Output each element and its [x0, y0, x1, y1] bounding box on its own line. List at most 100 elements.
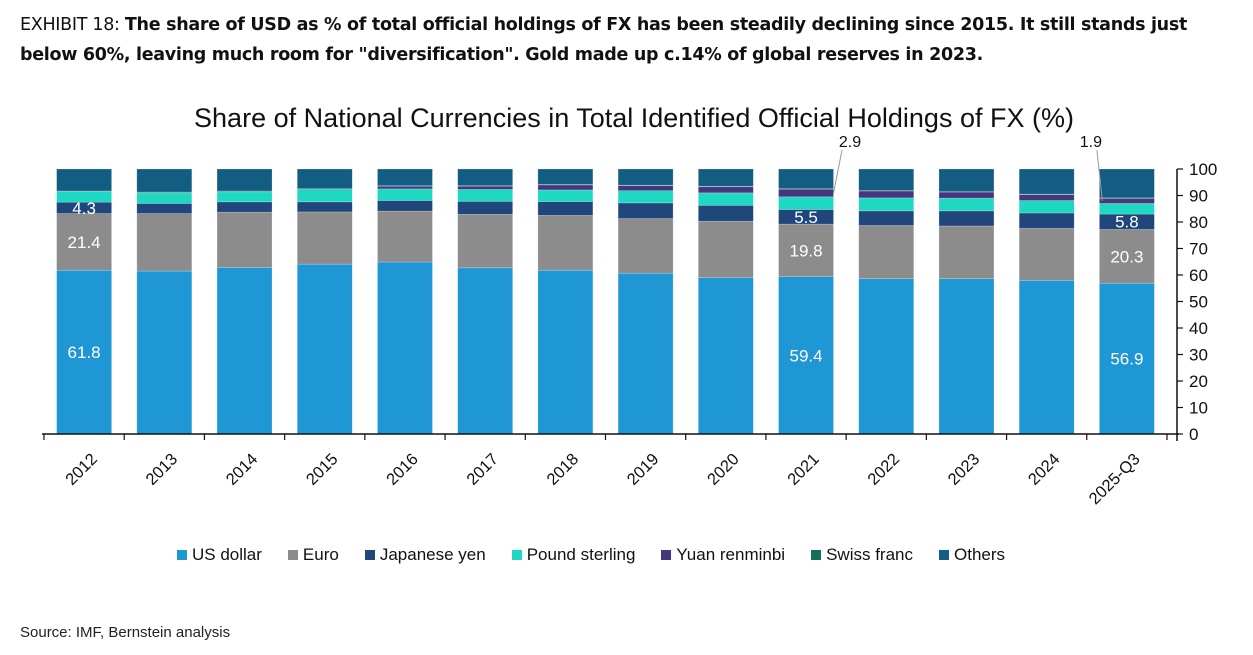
legend-item-swiss-franc: Swiss franc: [811, 545, 913, 565]
x-tick-label: 2022: [864, 450, 903, 489]
bar-segment-pound-sterling-2018: [537, 189, 594, 202]
bar-segment-yuan-renminbi-2023: [938, 191, 995, 199]
bar-segment-us-dollar-2019: [617, 272, 674, 435]
bar-segment-pound-sterling-2020: [698, 192, 754, 206]
legend-item-yuan-renminbi: Yuan renminbi: [661, 545, 785, 565]
y-tick-label: 30: [1189, 346, 1208, 365]
bar-segment-others-2013: [136, 168, 193, 193]
bar-segment-euro-2012: [56, 213, 112, 271]
data-label: 20.3: [1110, 247, 1143, 266]
data-label: 5.8: [1115, 213, 1139, 232]
bar-segment-us-dollar-2024: [1018, 279, 1075, 435]
x-tick-label: 2020: [704, 450, 743, 489]
bar-segment-pound-sterling-2017: [457, 189, 513, 202]
legend-swatch: [661, 550, 672, 560]
y-tick-label: 60: [1189, 266, 1208, 285]
legend-swatch: [287, 550, 298, 560]
x-tick-label: 2019: [624, 450, 663, 489]
bar-segment-japanese-yen-2014: [216, 201, 273, 213]
bar-segment-yuan-renminbi-2025-Q3: [1099, 198, 1155, 204]
x-tick-label: 2025-Q3: [1086, 450, 1144, 508]
data-label-callout: 1.9: [1080, 134, 1102, 151]
bar-segment-others-2025-Q3: [1099, 168, 1155, 199]
bar-segment-us-dollar-2013: [136, 270, 193, 435]
y-tick-label: 20: [1189, 372, 1208, 391]
bar-segment-japanese-yen-2018: [537, 201, 594, 216]
legend-swatch: [939, 550, 950, 560]
y-tick-label: 50: [1189, 293, 1208, 312]
x-tick-label: 2016: [383, 450, 422, 489]
bar-segment-others-2023: [938, 168, 995, 192]
data-label: 4.3: [72, 199, 96, 218]
data-label: 5.5: [794, 208, 818, 227]
legend-label: Swiss franc: [826, 545, 914, 564]
y-tick-label: 90: [1189, 187, 1208, 206]
exhibit-label: EXHIBIT 18:: [20, 15, 125, 35]
data-label: 59.4: [789, 346, 822, 365]
bar-segment-yuan-renminbi-2017: [457, 185, 513, 190]
bar-segment-euro-2016: [377, 210, 433, 263]
bar-segment-others-2014: [216, 168, 273, 192]
legend-label: Others: [954, 545, 1006, 564]
bar-segment-others-2017: [457, 168, 513, 186]
bar-segment-yuan-renminbi-2020: [698, 186, 754, 194]
bar-segment-us-dollar-2018: [537, 269, 594, 435]
legend-label: Euro: [302, 545, 339, 564]
exhibit-headline: The share of USD as % of total official …: [20, 15, 1188, 65]
bar-segment-yuan-renminbi-2019: [617, 185, 674, 192]
y-tick-label: 100: [1189, 160, 1217, 179]
legend-item-pound-sterling: Pound sterling: [511, 545, 636, 565]
bar-segment-us-dollar-2022: [858, 278, 915, 435]
legend-item-others: Others: [939, 545, 1005, 565]
bar-segment-pound-sterling-2022: [858, 197, 915, 212]
bar-segment-euro-2021: [778, 223, 834, 277]
bar-segment-others-2012: [56, 168, 112, 192]
bar-segment-us-dollar-2025-Q3: [1099, 282, 1155, 435]
bar-segment-euro-2019: [617, 218, 674, 274]
x-tick-label: 2017: [463, 450, 502, 489]
bar-segment-japanese-yen-2013: [136, 203, 193, 214]
bar-segment-japanese-yen-2016: [377, 200, 433, 212]
bar-segment-euro-2015: [296, 211, 353, 265]
bar-segment-euro-2023: [938, 225, 995, 280]
bar-segment-japanese-yen-2023: [938, 210, 995, 227]
bar-segment-pound-sterling-2016: [377, 188, 433, 201]
y-tick-label: 80: [1189, 213, 1208, 232]
legend-label: Pound sterling: [526, 545, 636, 564]
legend-label: Yuan renminbi: [676, 545, 786, 564]
bar-segment-japanese-yen-2019: [617, 202, 674, 219]
bar-segment-yuan-renminbi-2016: [377, 185, 433, 190]
x-tick-label: 2018: [544, 450, 583, 489]
bar-segment-pound-sterling-2024: [1018, 200, 1075, 214]
y-tick-label: 40: [1189, 319, 1208, 338]
x-tick-label: 2023: [945, 450, 984, 489]
bar-segment-yuan-renminbi-2018: [537, 184, 594, 191]
bar-segment-euro-2013: [136, 213, 193, 272]
bar-segment-yuan-renminbi-2022: [858, 190, 915, 199]
bar-segment-pound-sterling-2013: [136, 192, 193, 204]
bar-segment-japanese-yen-2015: [296, 201, 353, 213]
bar-segment-pound-sterling-2015: [296, 189, 353, 203]
legend-swatch: [811, 550, 822, 560]
legend-swatch: [177, 550, 187, 560]
bar-segment-us-dollar-2020: [698, 277, 754, 435]
bar-segment-japanese-yen-2020: [698, 205, 754, 222]
y-tick-label: 70: [1189, 240, 1208, 259]
y-tick-label: 0: [1189, 425, 1198, 444]
bar-segment-yuan-renminbi-2021: [778, 188, 834, 198]
bar-segment-japanese-yen-2022: [858, 210, 915, 226]
chart-title: Share of National Currencies in Total Id…: [194, 103, 1074, 133]
source-note: Source: IMF, Bernstein analysis: [20, 624, 231, 641]
x-tick-label: 2014: [223, 450, 262, 489]
x-tick-label: 2013: [142, 450, 181, 489]
bar-segment-us-dollar-2012: [56, 269, 112, 435]
callout-line: [833, 149, 843, 194]
data-label: 19.8: [789, 241, 822, 260]
bar-segment-yuan-renminbi-2024: [1018, 194, 1075, 201]
callout-line: [1096, 149, 1103, 201]
bar-segment-us-dollar-2015: [296, 263, 353, 435]
bar-segment-others-2022: [858, 168, 915, 191]
bar-segment-us-dollar-2016: [377, 261, 433, 435]
bar-segment-euro-2018: [537, 215, 594, 271]
